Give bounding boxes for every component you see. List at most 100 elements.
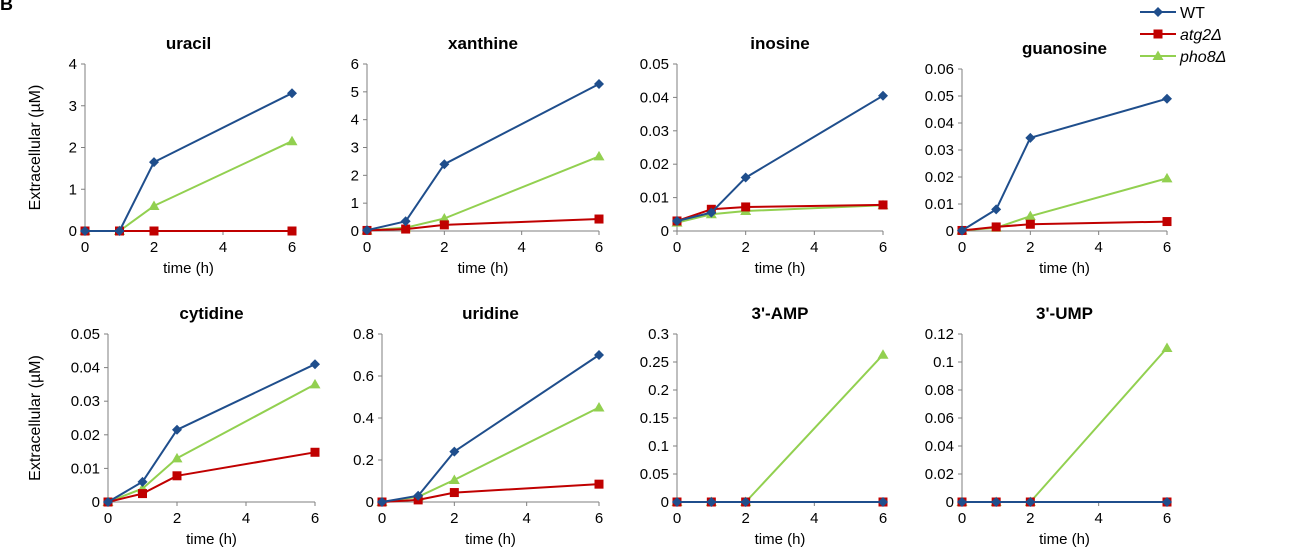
chart-panels: uracil 0 1 2 3 4 0 2 4 6 time (h) Extracellular (µM…: [27, 34, 1173, 548]
y-tick-label: 0: [946, 223, 954, 240]
data-point: [1162, 497, 1172, 507]
x-tick-label: 6: [288, 239, 296, 256]
y-tick-label: 0: [946, 494, 954, 511]
data-point: [310, 359, 320, 370]
y-tick-label: 0.01: [71, 460, 100, 477]
x-tick-label: 2: [741, 239, 749, 256]
data-point: [149, 157, 159, 168]
data-point: [439, 159, 450, 170]
data-point: [878, 200, 888, 210]
x-tick-label: 6: [595, 510, 603, 527]
series-pho8: [671, 199, 889, 227]
data-point: [594, 214, 604, 224]
data-point: [672, 497, 682, 507]
y-tick-label: 0.1: [648, 438, 669, 455]
series-line: [677, 354, 884, 503]
y-tick-label: 0.06: [925, 410, 954, 427]
data-point: [401, 224, 411, 234]
x-tick-label: 2: [1026, 510, 1034, 527]
x-tick-label: 6: [1163, 510, 1171, 527]
legend-item-pho8: pho8Δ: [1140, 49, 1226, 66]
legend-label: WT: [1180, 5, 1205, 22]
y-tick-label: 0.04: [925, 438, 954, 455]
data-point: [138, 489, 147, 499]
x-axis-label: time (h): [163, 260, 214, 277]
series-line: [366, 83, 600, 232]
data-point: [740, 497, 751, 507]
panel-title-3-ump: 3'-UMP: [1036, 304, 1093, 323]
data-point: [1025, 497, 1036, 507]
x-tick-label: 6: [879, 239, 887, 256]
data-point: [148, 200, 160, 210]
y-tick-label: 0.03: [925, 142, 954, 159]
x-tick-label: 0: [673, 239, 681, 256]
series-line: [381, 406, 600, 503]
series-pho8: [79, 135, 298, 235]
data-point: [309, 378, 321, 389]
panel-title-xanthine: xanthine: [448, 34, 518, 53]
data-point: [439, 220, 449, 230]
data-point: [362, 225, 372, 236]
x-tick-label: 6: [879, 510, 887, 527]
x-tick-label: 0: [363, 239, 371, 256]
series-wt: [377, 350, 604, 507]
x-tick-label: 6: [595, 239, 603, 256]
x-tick-label: 4: [242, 510, 250, 527]
series-atg2: [362, 214, 604, 235]
legend-label: atg2Δ: [1180, 27, 1222, 44]
y-tick-label: 0.02: [71, 427, 100, 444]
data-point: [706, 207, 717, 218]
series-line: [107, 451, 316, 503]
y-tick-label: 1: [351, 195, 359, 212]
y-tick-label: 0.6: [353, 368, 374, 385]
y-tick-label: 0.02: [925, 466, 954, 483]
data-point: [1161, 172, 1173, 183]
y-tick-label: 3: [351, 140, 359, 157]
x-axis-label: time (h): [1039, 531, 1090, 548]
y-tick-label: 0.03: [640, 123, 669, 140]
series-atg2: [672, 200, 888, 226]
y-tick-label: 0.3: [648, 326, 669, 343]
series-line: [85, 140, 293, 232]
y-tick-label: 4: [351, 112, 359, 129]
data-point: [80, 226, 90, 236]
series-atg2: [103, 447, 320, 507]
y-tick-label: 0: [661, 494, 669, 511]
data-point: [171, 452, 183, 463]
x-tick-label: 4: [810, 510, 818, 527]
x-tick-label: 0: [81, 239, 89, 256]
y-axis-label: Extracellular (µM): [27, 355, 44, 481]
y-tick-label: 0.04: [71, 360, 100, 377]
y-tick-label: 0.04: [925, 115, 954, 132]
series-line: [366, 155, 600, 232]
y-tick-label: 0.2: [648, 382, 669, 399]
series-pho8: [671, 349, 889, 506]
data-point: [103, 497, 113, 507]
x-axis-label: time (h): [458, 260, 509, 277]
series-line: [107, 363, 316, 503]
data-point: [149, 226, 159, 236]
y-tick-label: 2: [351, 167, 359, 184]
y-tick-label: 0.04: [640, 89, 669, 106]
x-axis-label: time (h): [755, 260, 806, 277]
y-axis-label: Extracellular (µM): [27, 85, 44, 211]
x-tick-label: 4: [219, 239, 227, 256]
y-tick-label: 0: [351, 223, 359, 240]
y-tick-label: 6: [351, 56, 359, 73]
data-point: [991, 497, 1002, 507]
series-wt: [672, 90, 888, 226]
x-tick-label: 2: [741, 510, 749, 527]
y-tick-label: 0: [661, 223, 669, 240]
panel-title-cytidine: cytidine: [179, 304, 243, 323]
data-point: [172, 424, 182, 435]
x-tick-label: 2: [1026, 239, 1034, 256]
y-tick-label: 4: [69, 56, 77, 73]
data-point: [740, 172, 751, 183]
y-tick-label: 0.05: [640, 56, 669, 73]
x-axis-label: time (h): [755, 531, 806, 548]
chart-panel-uridine: uridine 0 0.2 0.4 0.6 0.8 0 2 4 6 time (h): [353, 304, 605, 548]
series-line: [85, 92, 293, 232]
x-tick-label: 0: [378, 510, 386, 527]
y-tick-label: 0.1: [933, 354, 954, 371]
